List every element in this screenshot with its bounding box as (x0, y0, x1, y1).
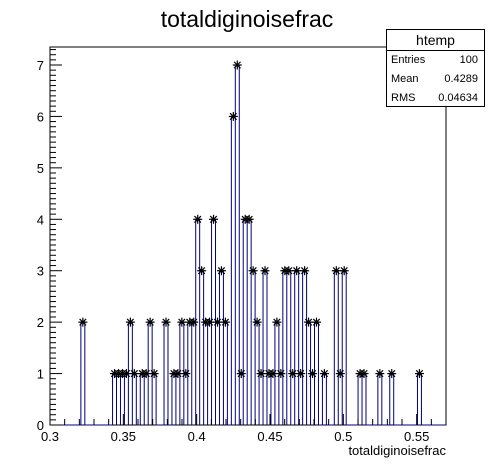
data-point-marker (145, 317, 155, 327)
data-point-marker (149, 369, 159, 379)
stats-row-entries: Entries 100 (387, 51, 484, 70)
x-tick-label: 0.45 (257, 429, 282, 444)
stats-entries-label: Entries (391, 54, 426, 66)
data-point-marker (248, 266, 258, 276)
data-point-marker (228, 111, 238, 121)
y-tick-label: 6 (37, 109, 44, 124)
data-point-marker (161, 317, 171, 327)
y-tick-label: 3 (37, 264, 44, 279)
data-point-marker (244, 214, 254, 224)
data-point-marker (232, 60, 242, 70)
data-point-marker (189, 317, 199, 327)
data-point-marker (173, 369, 183, 379)
plot-frame (49, 46, 447, 426)
data-point-marker (193, 214, 203, 224)
x-tick-label: 0.35 (111, 429, 136, 444)
data-point-marker (272, 317, 282, 327)
data-point-marker (300, 266, 310, 276)
data-point-marker (284, 266, 294, 276)
y-tick-label: 7 (37, 58, 44, 73)
stats-mean-value: 0.4289 (444, 73, 478, 85)
histogram-outline (50, 64, 446, 426)
data-point-marker (308, 369, 318, 379)
marker-layer (78, 60, 424, 379)
y-tick-label: 4 (37, 212, 44, 227)
stats-rms-label: RMS (391, 92, 416, 104)
data-point-marker (260, 266, 270, 276)
x-tick-label: 0.5 (334, 429, 352, 444)
data-point-marker (125, 317, 135, 327)
data-point-marker (359, 369, 369, 379)
data-point-marker (311, 317, 321, 327)
data-point-marker (319, 369, 329, 379)
stats-row-rms: RMS 0.04634 (387, 89, 484, 108)
data-point-marker (252, 317, 262, 327)
data-point-marker (177, 317, 187, 327)
data-point-marker (216, 266, 226, 276)
stats-rms-value: 0.04634 (438, 92, 478, 104)
y-tick-label: 0 (37, 418, 44, 433)
x-tick-label: 0.55 (404, 429, 429, 444)
x-tick-label: 0.4 (188, 429, 206, 444)
y-tick-label: 2 (37, 315, 44, 330)
data-point-marker (197, 266, 207, 276)
stats-row-mean: Mean 0.4289 (387, 70, 484, 89)
histogram-layer (50, 64, 446, 426)
data-point-marker (121, 369, 131, 379)
data-point-marker (141, 369, 151, 379)
stats-entries-value: 100 (459, 54, 478, 66)
data-point-marker (256, 369, 266, 379)
data-point-marker (296, 369, 306, 379)
y-tick-label: 1 (37, 367, 44, 382)
data-point-marker (220, 317, 230, 327)
data-point-marker (414, 369, 424, 379)
data-point-marker (387, 369, 397, 379)
x-axis-label: totaldiginoisefrac (348, 443, 446, 458)
axis-layer: 0.3 0.35 0.4 0.45 0.5 0.55 0 1 2 3 4 5 6 7 (37, 49, 447, 444)
data-point-marker (288, 369, 298, 379)
y-tick-label: 5 (37, 161, 44, 176)
chart-title: totaldiginoisefrac (161, 6, 334, 32)
stats-title: htemp (387, 30, 484, 51)
data-point-marker (375, 369, 385, 379)
data-point-marker (236, 369, 246, 379)
stats-box: htemp Entries 100 Mean 0.4289 RMS 0.0463… (386, 29, 485, 107)
data-point-marker (181, 369, 191, 379)
data-point-marker (129, 369, 139, 379)
data-point-marker (276, 369, 286, 379)
data-point-marker (78, 317, 88, 327)
data-point-marker (209, 214, 219, 224)
data-point-marker (212, 317, 222, 327)
data-point-marker (205, 317, 215, 327)
data-point-marker (335, 369, 345, 379)
x-tick-label: 0.3 (41, 429, 59, 444)
data-point-marker (339, 266, 349, 276)
data-point-marker (292, 266, 302, 276)
data-point-marker (331, 266, 341, 276)
data-point-marker (304, 317, 314, 327)
stats-mean-label: Mean (391, 73, 419, 85)
data-point-marker (268, 369, 278, 379)
